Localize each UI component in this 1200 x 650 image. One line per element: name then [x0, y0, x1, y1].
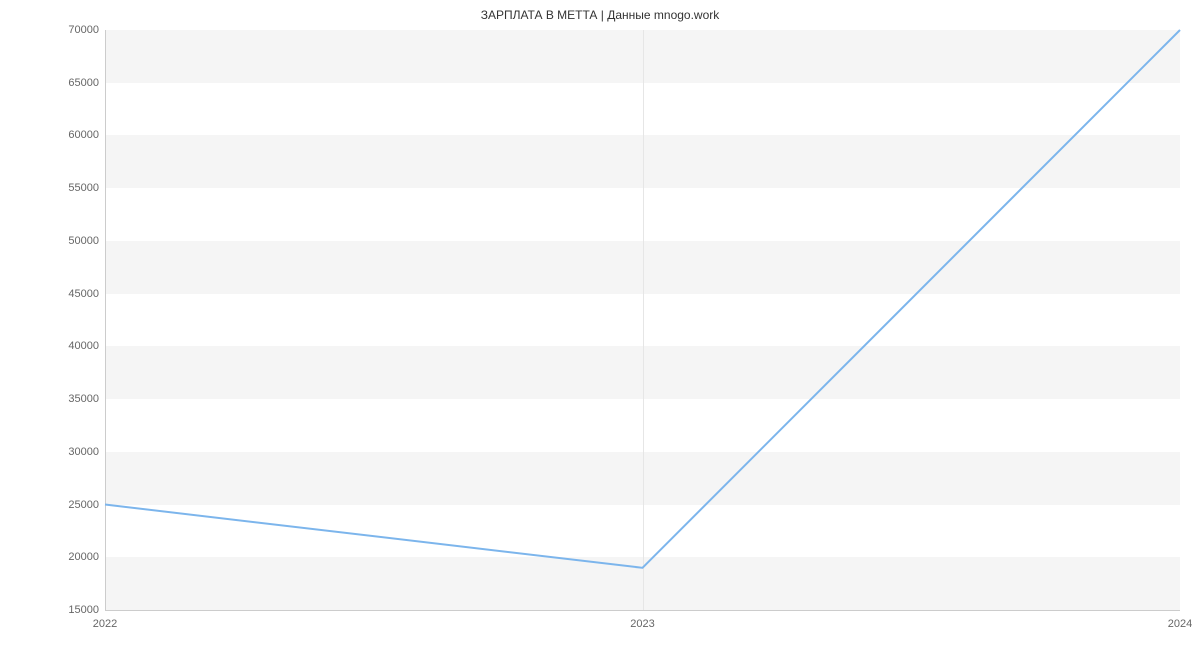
x-tick-label: 2022 — [93, 618, 117, 630]
y-tick-label: 40000 — [68, 340, 99, 352]
y-tick-label: 15000 — [68, 604, 99, 616]
plot-area: 1500020000250003000035000400004500050000… — [105, 30, 1180, 610]
x-axis — [105, 610, 1180, 611]
y-tick-label: 45000 — [68, 288, 99, 300]
x-tick-label: 2023 — [630, 618, 654, 630]
salary-chart: ЗАРПЛАТА В МЕТТА | Данные mnogo.work 150… — [0, 0, 1200, 650]
line-layer — [105, 30, 1180, 610]
y-tick-label: 65000 — [68, 77, 99, 89]
y-tick-label: 50000 — [68, 235, 99, 247]
series-line-salary — [105, 30, 1180, 568]
x-tick-label: 2024 — [1168, 618, 1192, 630]
y-tick-label: 20000 — [68, 551, 99, 563]
chart-title: ЗАРПЛАТА В МЕТТА | Данные mnogo.work — [0, 0, 1200, 26]
y-tick-label: 30000 — [68, 446, 99, 458]
y-tick-label: 70000 — [68, 24, 99, 36]
y-tick-label: 25000 — [68, 499, 99, 511]
y-tick-label: 35000 — [68, 393, 99, 405]
y-tick-label: 55000 — [68, 182, 99, 194]
y-tick-label: 60000 — [68, 129, 99, 141]
